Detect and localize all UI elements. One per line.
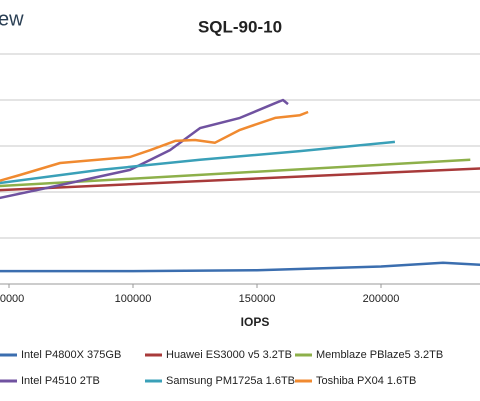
series-line	[0, 158, 471, 188]
chart-title: SQL-90-10	[198, 17, 282, 36]
brand-logo: ew	[0, 8, 24, 30]
x-tick-label: 200000	[363, 293, 400, 305]
series-line	[0, 110, 309, 182]
legend-label: Huawei ES3000 v5 3.2TB	[166, 349, 292, 361]
legend-label: Toshiba PX04 1.6TB	[316, 375, 416, 387]
legend-label: Samsung PM1725a 1.6TB	[166, 375, 295, 387]
legend-label: Intel P4510 2TB	[21, 375, 100, 387]
x-tick-label: 150000	[239, 293, 276, 305]
series-line	[0, 140, 396, 185]
series-line	[0, 261, 480, 273]
x-tick-label: 100000	[115, 293, 152, 305]
x-tick-label: 50000	[0, 293, 24, 305]
legend-label: Intel P4800X 375GB	[21, 349, 121, 361]
legend-label: Memblaze PBlaze5 3.2TB	[316, 349, 443, 361]
x-axis-title: IOPS	[241, 315, 270, 329]
series-line	[0, 98, 289, 200]
